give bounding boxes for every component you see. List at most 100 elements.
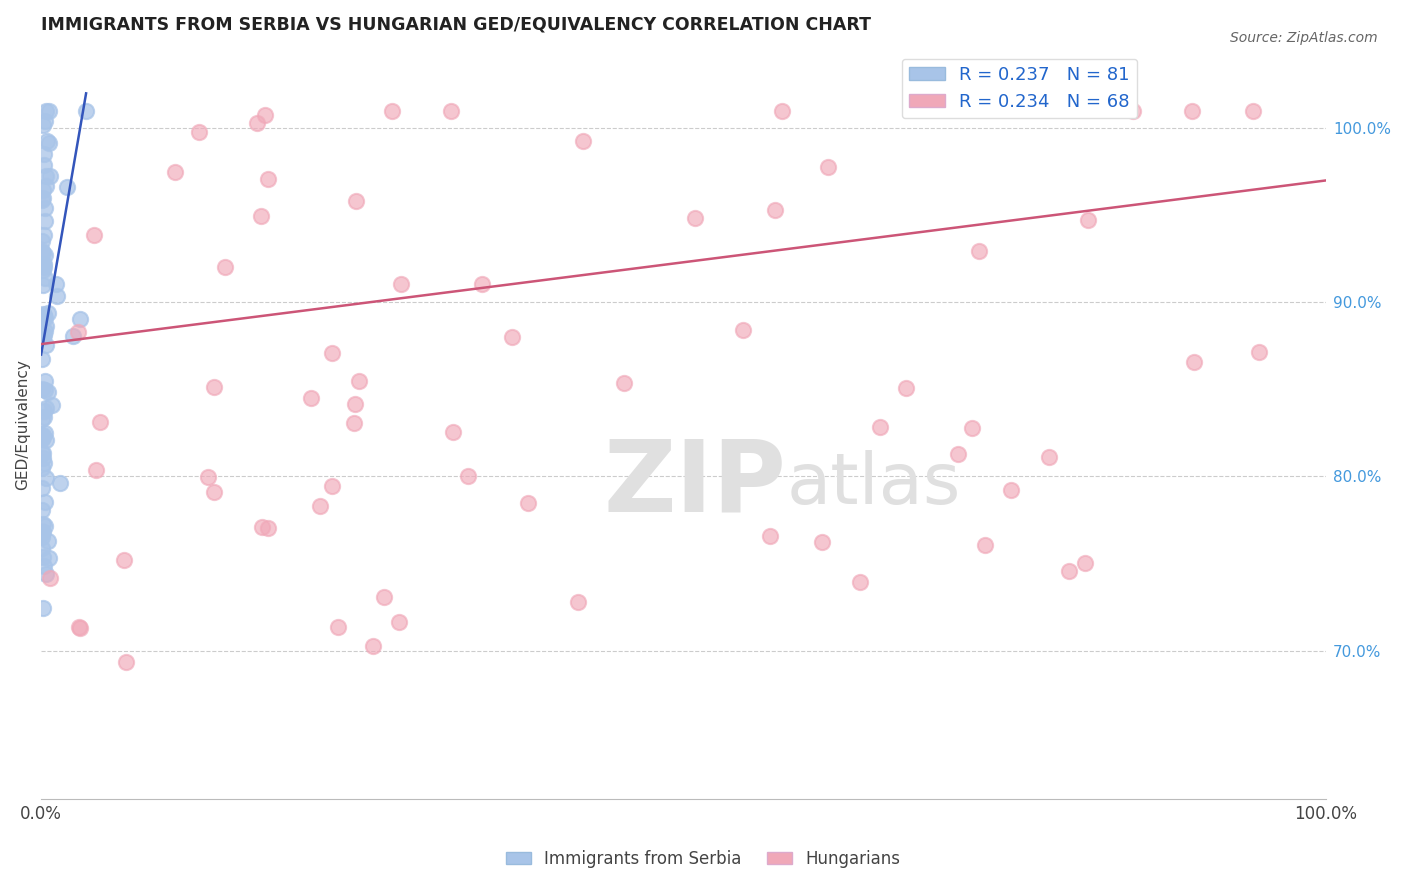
- Point: [1057, 564, 1080, 578]
- Point: [321, 478, 343, 492]
- Point: [1122, 103, 1144, 118]
- Point: [1074, 556, 1097, 570]
- Point: [32, 183, 55, 197]
- Point: [894, 381, 917, 395]
- Point: [733, 322, 755, 336]
- Point: [31, 194, 53, 208]
- Point: [32, 410, 55, 425]
- Point: [34, 311, 56, 326]
- Point: [344, 194, 367, 208]
- Point: [254, 108, 277, 122]
- Point: [34, 374, 56, 388]
- Point: [31, 245, 53, 260]
- Y-axis label: GED/Equivalency: GED/Equivalency: [15, 359, 30, 490]
- Point: [683, 211, 706, 226]
- Point: [443, 425, 465, 439]
- Point: [1241, 103, 1264, 118]
- Point: [308, 500, 330, 514]
- Text: atlas: atlas: [786, 450, 960, 518]
- Point: [32, 456, 55, 470]
- Point: [1181, 103, 1204, 118]
- Point: [31, 503, 53, 517]
- Point: [869, 420, 891, 434]
- Point: [1038, 450, 1060, 464]
- Point: [344, 397, 367, 411]
- Point: [35, 179, 58, 194]
- Point: [946, 447, 969, 461]
- Point: [31, 461, 53, 475]
- Point: [849, 574, 872, 589]
- Point: [31, 244, 53, 259]
- Point: [31, 549, 53, 564]
- Point: [1247, 344, 1270, 359]
- Point: [84, 463, 107, 477]
- Point: [37, 306, 59, 320]
- Point: [373, 591, 395, 605]
- Point: [31, 382, 53, 396]
- Point: [301, 391, 323, 405]
- Point: [66, 326, 89, 340]
- Point: [32, 147, 55, 161]
- Point: [770, 103, 793, 118]
- Point: [35, 338, 58, 352]
- Point: [45, 277, 67, 291]
- Point: [567, 594, 589, 608]
- Point: [35, 134, 58, 148]
- Point: [31, 530, 53, 544]
- Point: [31, 430, 53, 444]
- Point: [31, 601, 53, 615]
- Point: [35, 434, 58, 448]
- Point: [38, 103, 60, 118]
- Point: [31, 525, 53, 540]
- Point: [763, 203, 786, 218]
- Point: [249, 210, 271, 224]
- Point: [34, 114, 56, 128]
- Point: [32, 190, 55, 204]
- Point: [967, 244, 990, 258]
- Point: [69, 312, 91, 326]
- Text: Source: ZipAtlas.com: Source: ZipAtlas.com: [1230, 31, 1378, 45]
- Point: [32, 119, 55, 133]
- Point: [202, 484, 225, 499]
- Point: [67, 620, 90, 634]
- Point: [34, 383, 56, 397]
- Point: [32, 451, 55, 466]
- Point: [457, 468, 479, 483]
- Point: [69, 621, 91, 635]
- Point: [31, 412, 53, 426]
- Point: [326, 620, 349, 634]
- Point: [37, 534, 59, 549]
- Point: [1000, 483, 1022, 497]
- Point: [35, 471, 58, 485]
- Point: [31, 234, 53, 248]
- Point: [34, 426, 56, 441]
- Point: [31, 277, 53, 292]
- Point: [32, 157, 55, 171]
- Point: [257, 171, 280, 186]
- Point: [817, 160, 839, 174]
- Point: [35, 318, 58, 333]
- Point: [501, 330, 523, 344]
- Point: [34, 227, 56, 242]
- Point: [32, 445, 55, 459]
- Point: [34, 270, 56, 285]
- Point: [197, 469, 219, 483]
- Point: [31, 525, 53, 540]
- Point: [381, 103, 404, 118]
- Point: [389, 277, 412, 291]
- Point: [41, 398, 63, 412]
- Point: [34, 324, 56, 338]
- Point: [363, 640, 385, 654]
- Point: [32, 308, 55, 322]
- Point: [32, 307, 55, 321]
- Point: [34, 401, 56, 415]
- Point: [347, 374, 370, 388]
- Point: [114, 655, 136, 669]
- Point: [31, 428, 53, 442]
- Point: [32, 516, 55, 531]
- Text: IMMIGRANTS FROM SERBIA VS HUNGARIAN GED/EQUIVALENCY CORRELATION CHART: IMMIGRANTS FROM SERBIA VS HUNGARIAN GED/…: [41, 15, 872, 33]
- Point: [56, 180, 79, 194]
- Point: [34, 495, 56, 509]
- Point: [31, 351, 53, 366]
- Point: [517, 496, 540, 510]
